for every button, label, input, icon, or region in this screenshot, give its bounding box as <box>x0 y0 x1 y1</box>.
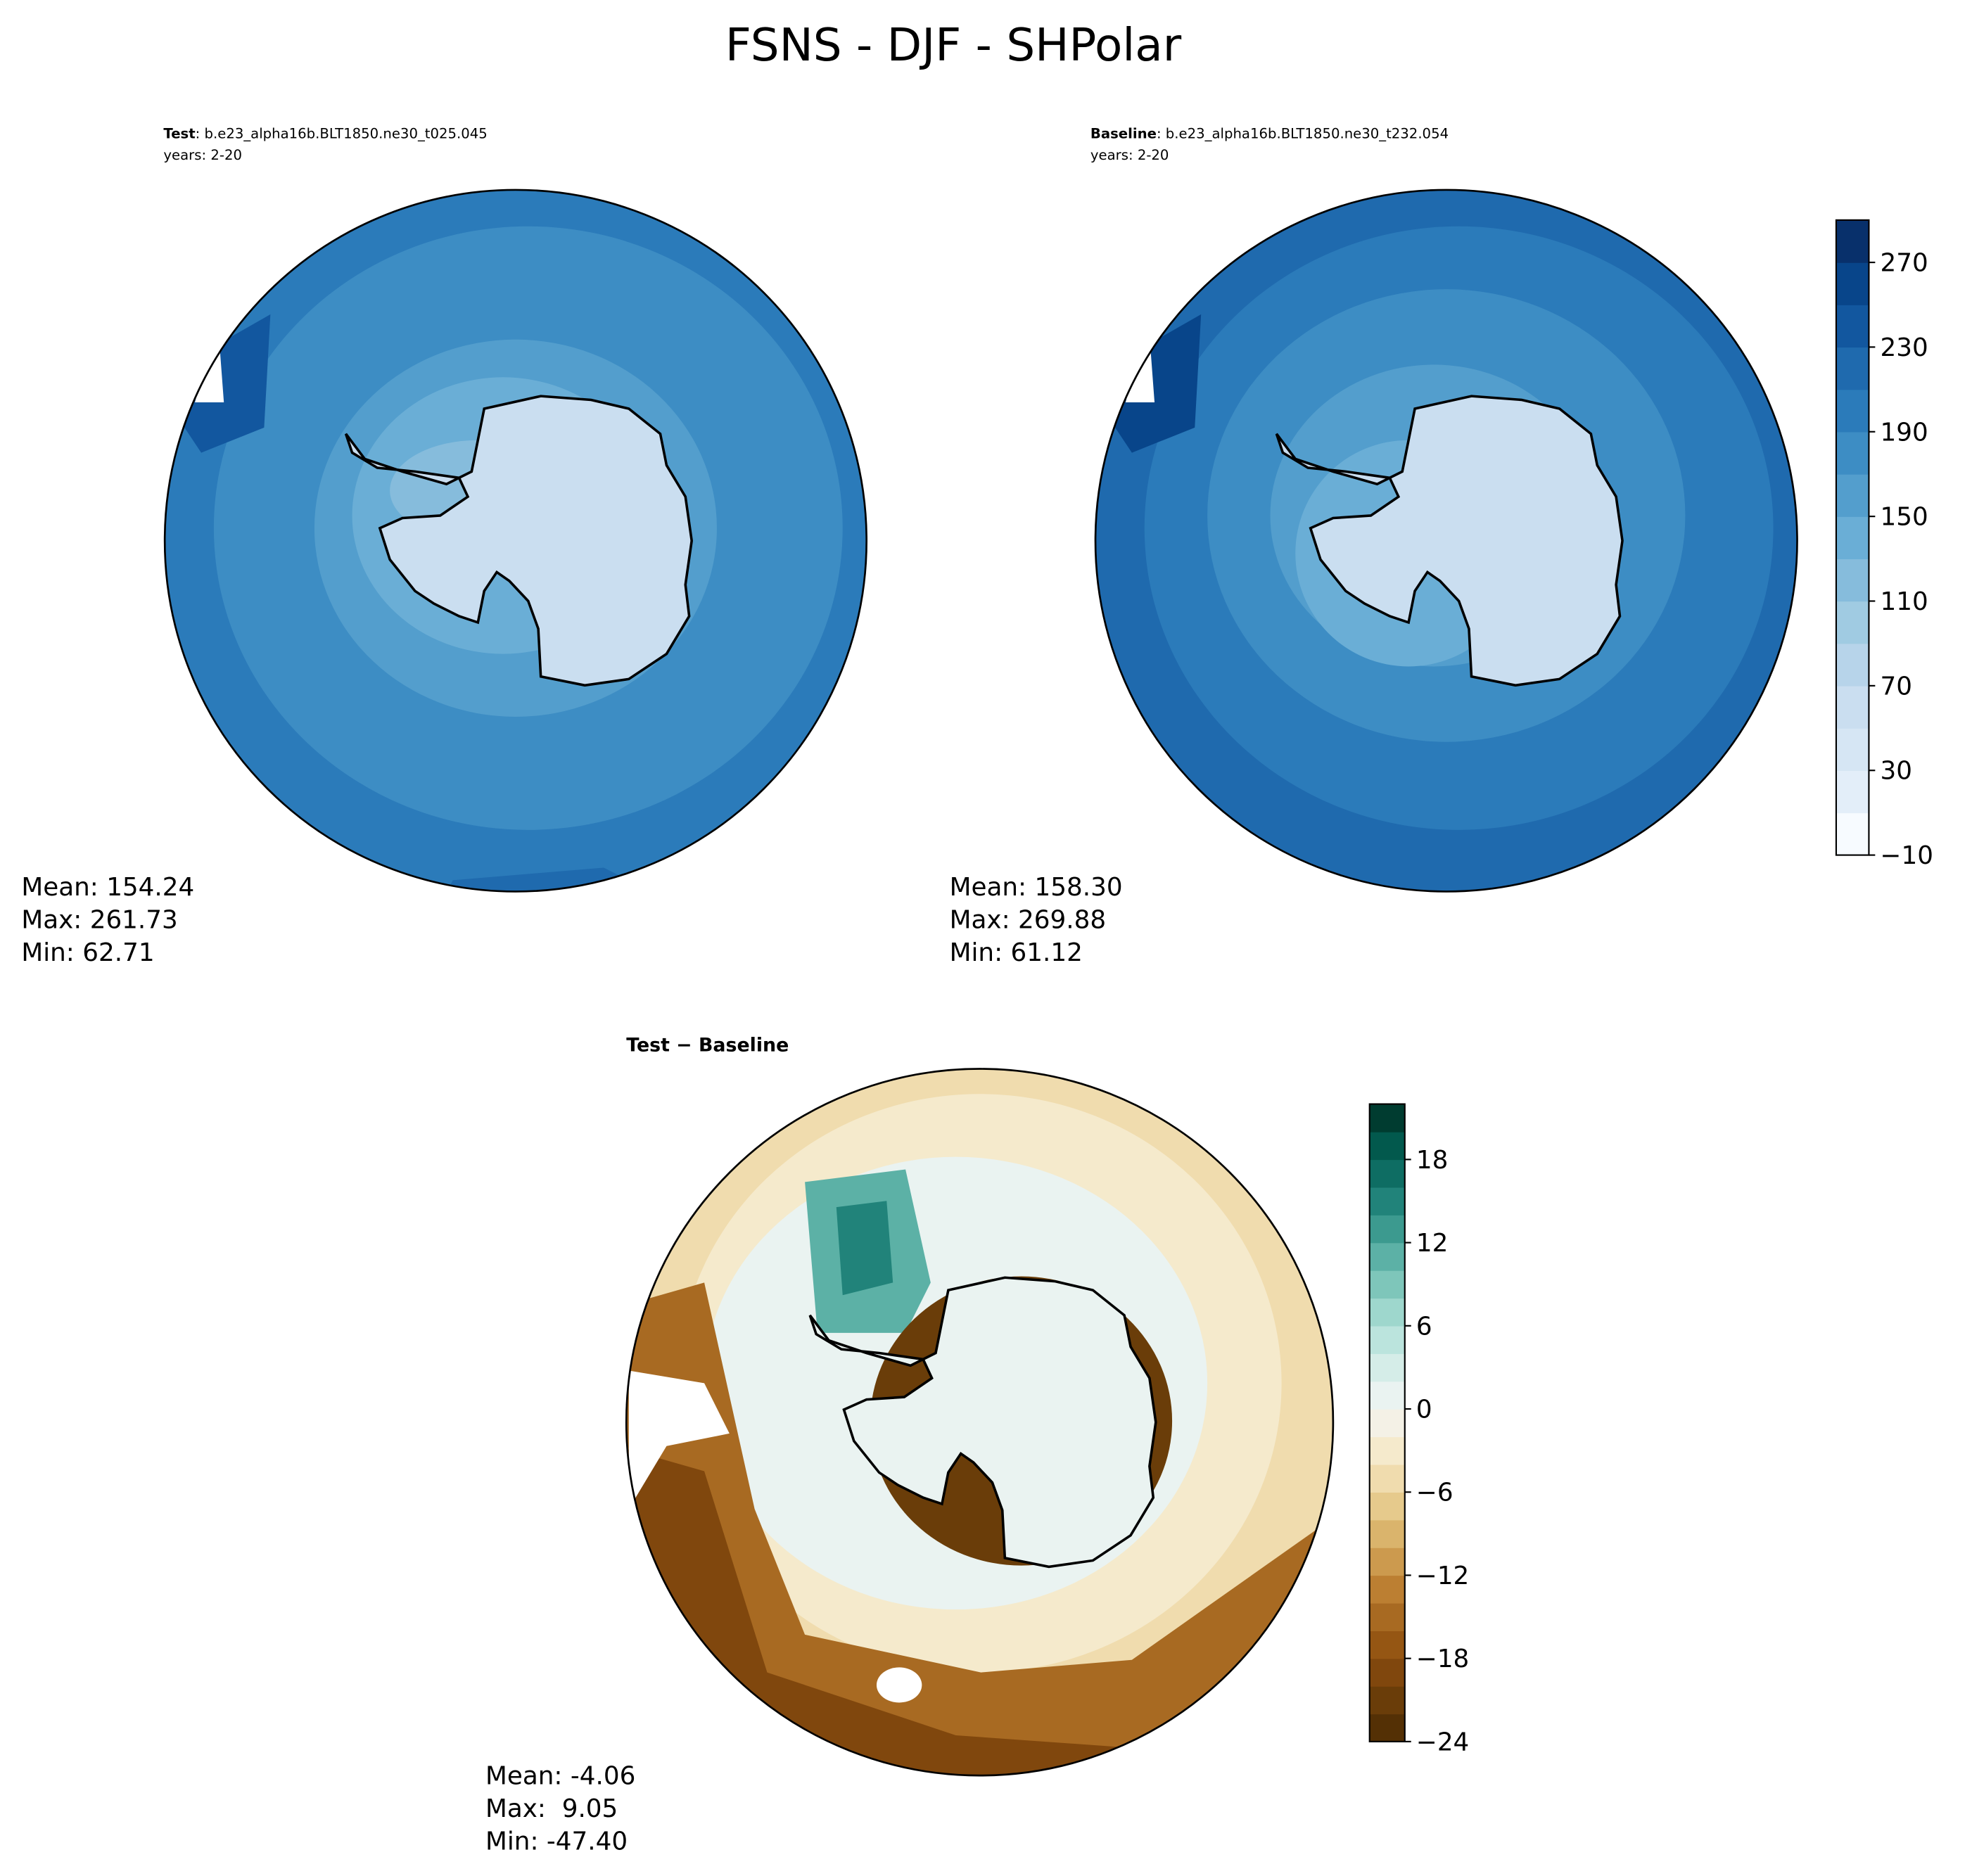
colorbar-swatch <box>1369 1104 1405 1132</box>
colorbar-swatch <box>1369 1270 1405 1299</box>
colorbar-swatch <box>1836 347 1869 390</box>
stat-text: Mean: 158.30 <box>950 873 1123 902</box>
colorbar-swatch <box>1369 1519 1405 1548</box>
stat-text: Min: 61.12 <box>950 938 1083 967</box>
colorbar-swatch <box>1369 1187 1405 1215</box>
colorbar-swatch <box>1836 219 1869 263</box>
colorbar-tick-label: −10 <box>1881 841 1933 870</box>
colorbar-swatch <box>1836 516 1869 560</box>
colorbar-swatch <box>1369 1686 1405 1715</box>
colorbar-tick-label: 270 <box>1881 249 1928 278</box>
colorbar-swatch <box>1369 1242 1405 1271</box>
panel-title-bold: Test <box>163 126 195 142</box>
map-difference <box>626 1068 1333 1776</box>
colorbar-tick-label: −18 <box>1416 1645 1469 1673</box>
panel-title: Test: b.e23_alpha16b.BLT1850.ne30_t025.0… <box>163 126 487 142</box>
colorbar-tick-label: −24 <box>1416 1728 1469 1756</box>
colorbar-tick-label: 70 <box>1881 672 1913 701</box>
map-test <box>165 189 867 892</box>
panel-title: Test − Baseline <box>626 1034 789 1056</box>
colorbar-tick-label: 18 <box>1416 1146 1449 1175</box>
stat-text: Max: 269.88 <box>950 905 1106 934</box>
colorbar-swatch <box>1369 1658 1405 1687</box>
colorbar-tick-label: 230 <box>1881 333 1928 362</box>
colorbar-tick-label: 150 <box>1881 503 1928 532</box>
panel-title-case: : b.e23_alpha16b.BLT1850.ne30_t232.054 <box>1157 126 1449 142</box>
colorbar-tick-label: 0 <box>1416 1396 1432 1424</box>
colorbar-swatch <box>1836 770 1869 814</box>
colorbar-swatch <box>1836 389 1869 433</box>
colorbar-swatch <box>1369 1492 1405 1521</box>
colorbar-tick-label: 6 <box>1416 1312 1432 1341</box>
colorbar-swatch <box>1369 1409 1405 1438</box>
colorbar-tick-label: 12 <box>1416 1229 1449 1258</box>
colorbar-swatch <box>1369 1325 1405 1354</box>
panel-years: years: 2-20 <box>163 147 242 163</box>
colorbar-swatch <box>1369 1381 1405 1410</box>
colorbar-swatch <box>1836 812 1869 856</box>
colorbar-tick-label: 190 <box>1881 418 1928 447</box>
colorbar-swatch <box>1369 1714 1405 1742</box>
panel-years: years: 2-20 <box>1090 147 1169 163</box>
map-boundary <box>1094 189 1798 893</box>
colorbar-swatch <box>1836 601 1869 644</box>
colorbar-swatch <box>1836 643 1869 687</box>
colorbar-swatch <box>1369 1631 1405 1659</box>
colorbar-frame <box>1835 219 1870 856</box>
panel-title-case: : b.e23_alpha16b.BLT1850.ne30_t025.045 <box>196 126 488 142</box>
colorbar-swatch <box>1369 1464 1405 1493</box>
colorbar-swatch <box>1369 1353 1405 1382</box>
stat-text: Mean: 154.24 <box>21 873 194 902</box>
colorbar-frame <box>1368 1103 1406 1742</box>
colorbar-swatch <box>1369 1436 1405 1465</box>
colorbar-tick-label: −12 <box>1416 1562 1469 1590</box>
map-boundary <box>163 189 868 893</box>
colorbar-swatch <box>1369 1215 1405 1244</box>
colorbar-tick-label: 30 <box>1881 757 1913 786</box>
panel-title-bold: Baseline <box>1090 126 1157 142</box>
colorbar-swatch <box>1369 1575 1405 1604</box>
stat-text: Min: 62.71 <box>21 938 154 967</box>
stat-text: Mean: -4.06 <box>485 1762 635 1791</box>
colorbar-swatch <box>1836 262 1869 305</box>
colorbar-tick-label: 110 <box>1881 587 1928 616</box>
colorbar-swatch <box>1836 473 1869 517</box>
panel-title: Baseline: b.e23_alpha16b.BLT1850.ne30_t2… <box>1090 126 1449 142</box>
map-baseline <box>1095 189 1798 892</box>
figure-title: FSNS - DJF - SHPolar <box>725 19 1182 72</box>
stat-text: Max: 9.05 <box>485 1794 618 1823</box>
colorbar-swatch <box>1369 1131 1405 1161</box>
colorbar-swatch <box>1369 1159 1405 1188</box>
colorbar-swatch <box>1369 1548 1405 1576</box>
colorbar-swatch <box>1369 1298 1405 1327</box>
stat-text: Max: 261.73 <box>21 905 177 934</box>
map-boundary <box>625 1068 1335 1777</box>
colorbar-tick-label: −6 <box>1416 1479 1453 1507</box>
colorbar-swatch <box>1836 559 1869 602</box>
colorbar-swatch <box>1836 685 1869 729</box>
stat-text: Min: -47.40 <box>485 1827 628 1856</box>
colorbar-swatch <box>1836 728 1869 771</box>
colorbar-swatch <box>1369 1602 1405 1631</box>
panel-title-bold: Test − Baseline <box>626 1034 789 1056</box>
colorbar-swatch <box>1836 305 1869 348</box>
colorbar-swatch <box>1836 431 1869 475</box>
